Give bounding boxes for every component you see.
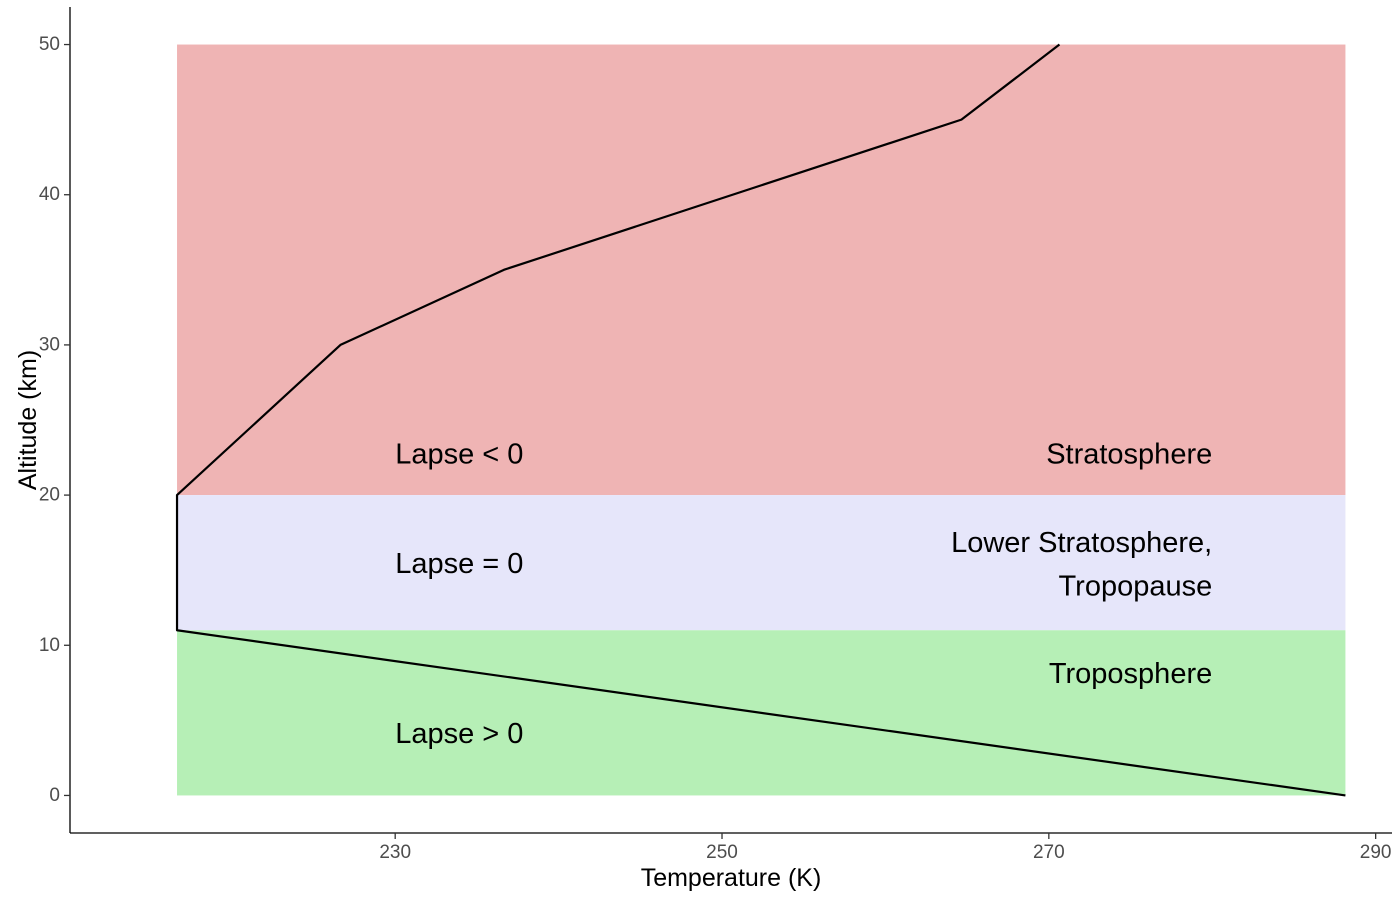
x-tick-label: 230 — [379, 842, 411, 863]
annotation-5: Troposphere — [1049, 658, 1212, 690]
x-tick-label: 270 — [1033, 842, 1065, 863]
annotation-1: Stratosphere — [1046, 439, 1212, 471]
y-tick-label: 50 — [39, 34, 60, 55]
annotation-0: Lapse < 0 — [395, 439, 523, 471]
y-tick-label: 40 — [39, 184, 60, 205]
layer-annotations: Lapse < 0 Stratosphere Lapse = 0 Lower Stra… — [395, 439, 1212, 750]
y-tick-label: 20 — [39, 485, 60, 506]
atmospheric-bands — [177, 44, 1346, 796]
x-axis-title: Temperature (K) — [641, 864, 822, 892]
axes — [69, 7, 1392, 834]
y-tick-label: 0 — [49, 785, 60, 806]
axis-ticks: 230 250 270 290 0 10 20 30 40 50 — [39, 34, 1392, 863]
profile-line-0 — [175, 43, 1346, 797]
x-tick-label: 250 — [706, 842, 738, 863]
y-axis-title: Altitude (km) — [14, 350, 42, 490]
annotation-2: Lapse = 0 — [395, 548, 523, 580]
annotation-4: Tropopause — [1059, 571, 1213, 603]
band-1 — [177, 495, 1346, 631]
y-tick-label: 10 — [39, 635, 60, 656]
annotation-3: Lower Stratosphere, — [951, 527, 1212, 559]
x-tick-label: 290 — [1360, 842, 1392, 863]
y-tick-label: 30 — [39, 334, 60, 355]
temperature-profile — [175, 43, 1346, 797]
annotation-6: Lapse > 0 — [395, 718, 523, 750]
band-0 — [177, 44, 1346, 496]
